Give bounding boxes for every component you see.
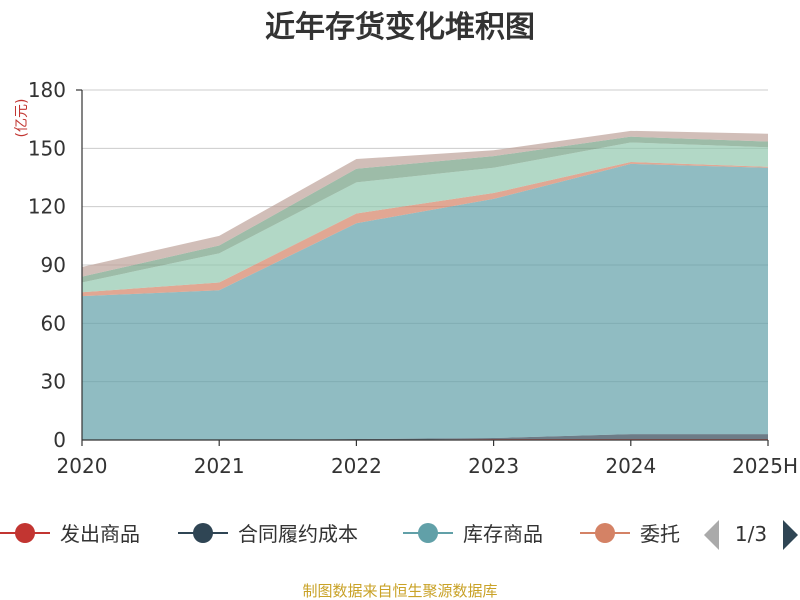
area-series-group	[82, 130, 768, 440]
legend-label: 合同履约成本	[238, 522, 358, 546]
legend-label: 发出商品	[60, 522, 140, 546]
x-tick-label: 2024	[605, 454, 656, 478]
legend: 发出商品 合同履约成本 库存商品 委托 1/3	[0, 520, 798, 550]
legend-item[interactable]: 委托	[580, 522, 680, 546]
legend-label: 库存商品	[463, 522, 543, 546]
data-source-note: 制图数据来自恒生聚源数据库	[302, 582, 497, 600]
triangle-right-icon[interactable]	[783, 520, 798, 550]
y-tick-label: 150	[28, 136, 66, 160]
y-axis-unit-label: (亿元)	[14, 99, 30, 138]
area-series-2	[82, 163, 768, 440]
x-tick-label: 2023	[468, 454, 519, 478]
circle-line-icon	[403, 523, 453, 543]
y-tick-label: 180	[28, 78, 66, 102]
x-tick-label: 2025H	[732, 454, 798, 478]
y-tick-label: 0	[53, 428, 66, 452]
area-series-1	[82, 434, 768, 440]
area-series-7	[82, 130, 768, 277]
x-tick-label: 2021	[194, 454, 245, 478]
y-tick-label: 90	[41, 253, 66, 277]
circle-line-icon	[0, 523, 50, 543]
legend-item[interactable]: 合同履约成本	[178, 522, 358, 546]
circle-line-icon	[178, 523, 228, 543]
chart-title: 近年存货变化堆积图	[265, 10, 535, 45]
area-series-4	[82, 142, 768, 293]
legend-page-indicator: 1/3	[735, 522, 767, 546]
legend-label: 委托	[640, 522, 680, 546]
y-tick-label: 60	[41, 311, 66, 335]
legend-item[interactable]: 发出商品	[0, 522, 140, 546]
area-series-5	[82, 136, 768, 283]
y-tick-label: 30	[41, 370, 66, 394]
axes: 0 30 60 90 120 150 180 2020 2021 2022 2023 2024 2025…	[28, 78, 798, 478]
triangle-left-icon[interactable]	[704, 520, 719, 550]
x-tick-label: 2022	[331, 454, 382, 478]
x-tick-label: 2020	[57, 454, 108, 478]
circle-line-icon	[580, 523, 630, 543]
y-tick-label: 120	[28, 195, 66, 219]
legend-item[interactable]: 库存商品	[403, 522, 543, 546]
